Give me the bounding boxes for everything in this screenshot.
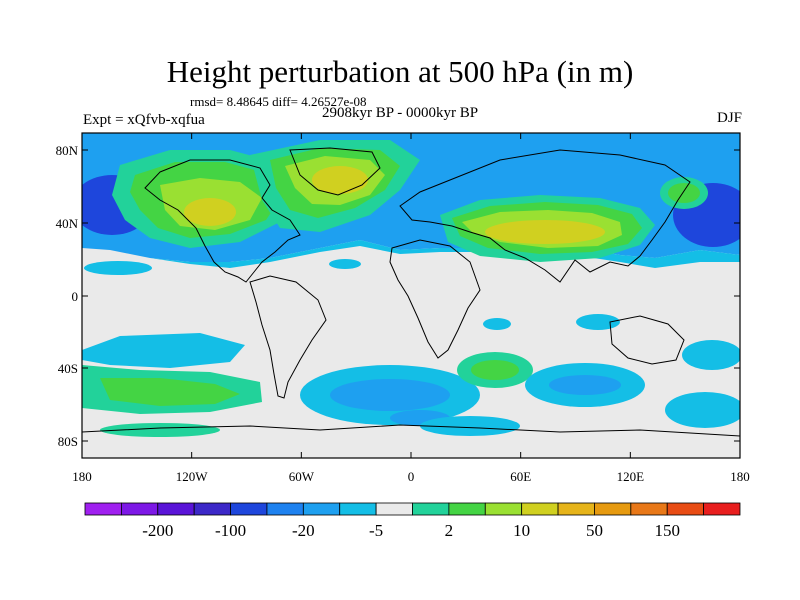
lon-tick-label: 180 (730, 469, 750, 484)
colorbar-swatch (375, 502, 413, 516)
colorbar-swatch (266, 502, 304, 516)
north-america-yellow (184, 198, 236, 226)
eurasia-yellow (485, 220, 605, 244)
coastline-africa (389, 239, 481, 359)
coastline-south-america (249, 275, 327, 399)
lon-tick-label: 120W (176, 469, 209, 484)
coastlines (82, 147, 740, 437)
rmsd-diff-stats: rmsd= 8.48645 diff= 4.26527e-08 (190, 94, 367, 109)
antarctic-green (100, 423, 220, 437)
lat-tick-label: 40S (58, 361, 78, 376)
indian-ocean-blob (483, 318, 511, 330)
experiment-label: Expt = xQfvb-xqfua (83, 112, 205, 128)
contour-field (82, 133, 740, 458)
colorbar-label: -20 (292, 521, 315, 540)
lat-tick-label: 40N (56, 216, 79, 231)
colorbar-swatch (557, 502, 595, 516)
arctic-blue (82, 133, 740, 150)
lon-tick-label: 60E (510, 469, 531, 484)
australia-south-low (682, 340, 740, 370)
tropical-atlantic (329, 259, 361, 269)
coastline-antarctica (82, 424, 740, 437)
lat-tick-label: 80S (58, 434, 78, 449)
atlantic-low (410, 153, 630, 197)
colorbar-swatch (448, 502, 486, 516)
colorbar-label: 150 (654, 521, 680, 540)
south-atlantic-core (330, 379, 450, 411)
lon-tick-label: 60W (289, 469, 315, 484)
lon-tick-label: 120E (617, 469, 645, 484)
south-pacific-lightblue (82, 333, 245, 368)
greenland-yellow (312, 166, 368, 194)
coastline-greenland (289, 147, 381, 196)
colorbar-swatch (484, 502, 523, 516)
lat-tick-label: 0 (72, 289, 79, 304)
time-period-label: 2908kyr BP - 0000kyr BP (322, 105, 479, 121)
coastline-australia (609, 315, 685, 365)
south-indian-core (549, 375, 621, 395)
west-pacific-blob (576, 314, 620, 330)
colorbar-swatch (157, 502, 195, 516)
coastline-north-america (144, 159, 301, 283)
colorbar-label: 50 (586, 521, 603, 540)
lon-tick-label: 180 (72, 469, 92, 484)
colorbar-swatch (521, 502, 559, 516)
kamchatka-green (668, 183, 700, 203)
colorbar-swatch (703, 502, 741, 516)
colorbar-swatch (120, 502, 159, 516)
coastline-eurasia (399, 149, 691, 283)
season-label: DJF (716, 110, 742, 126)
lat-tick-label: 80N (56, 143, 79, 158)
colorbar-swatch (302, 502, 341, 516)
lon-tick-label: 0 (408, 469, 415, 484)
south-east-pacific-low (665, 392, 740, 428)
latitude-axis: 80N 40N 0 40S 80S (56, 143, 740, 449)
north-lightblue-fringe (82, 240, 740, 268)
colorbar-swatch (666, 502, 705, 516)
longitude-axis: 180 120W 60W 0 60E 120E 180 (72, 133, 750, 484)
plot-title: Height perturbation at 500 hPa (in m) (166, 54, 634, 89)
tropical-east-pacific (84, 261, 152, 275)
colorbar-swatch (193, 502, 231, 516)
colorbar-swatch (230, 502, 268, 516)
colorbar-swatch (84, 502, 122, 516)
colorbar-label: -5 (369, 521, 383, 540)
colorbar-label: 10 (513, 521, 530, 540)
colorbar-swatch (594, 502, 632, 516)
south-pacific-green (100, 378, 240, 406)
colorbar-label: -200 (142, 521, 173, 540)
antarctic-low-2 (420, 416, 520, 436)
colorbar-swatch (412, 502, 450, 516)
colorbar-swatch (339, 502, 377, 516)
south-africa-green (471, 360, 519, 380)
colorbar: -200 -100 -20 -5 2 10 50 150 (84, 502, 741, 540)
colorbar-swatch (630, 502, 668, 516)
colorbar-label: 2 (445, 521, 454, 540)
colorbar-label: -100 (215, 521, 246, 540)
